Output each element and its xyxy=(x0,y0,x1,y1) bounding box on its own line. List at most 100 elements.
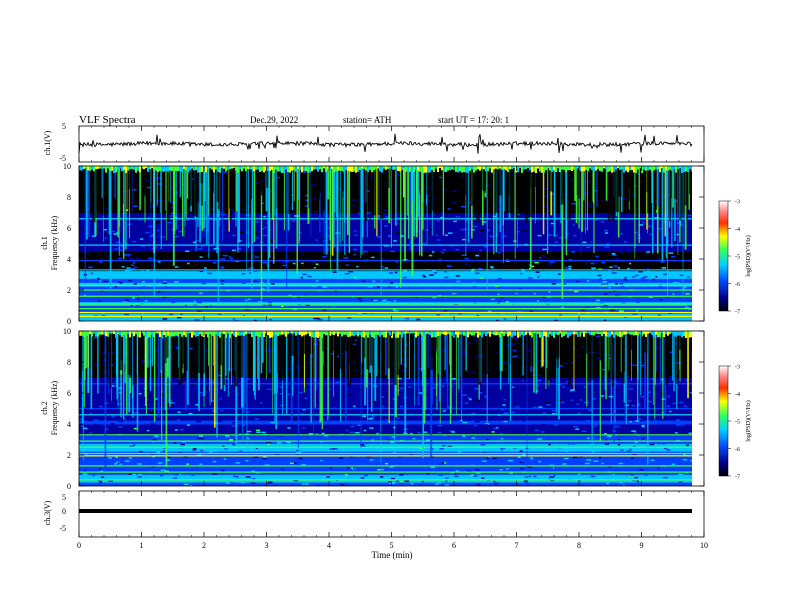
spec-speckle xyxy=(294,236,299,239)
spec-speckle xyxy=(496,229,500,231)
spec-speckle xyxy=(369,175,374,177)
spec-speckle xyxy=(471,229,475,231)
spec-top-fringe xyxy=(329,166,331,172)
spec-narrowband-line xyxy=(79,269,692,271)
spec-speckle xyxy=(537,276,540,278)
spec-speckle xyxy=(258,300,263,303)
spec-speckle xyxy=(260,288,265,290)
spec-speckle xyxy=(419,337,423,340)
spec-top-fringe xyxy=(445,331,447,336)
spec-top-fringe xyxy=(407,166,409,172)
spec-speckle xyxy=(457,312,463,315)
spec2-colorbar-ticks: -3-4-5-6-7 xyxy=(728,365,740,481)
spec-speckle xyxy=(293,380,298,382)
x-tick-label: 1 xyxy=(140,541,144,550)
spec-top-fringe xyxy=(399,331,401,335)
spec-speckle xyxy=(139,238,144,240)
spec-top-fringe xyxy=(317,166,319,172)
spec-speckle xyxy=(138,290,142,292)
spec-speckle xyxy=(478,419,484,421)
spec-speckle xyxy=(624,285,629,287)
spec-speckle xyxy=(371,439,374,441)
spec-speckle xyxy=(345,196,349,199)
spec-speckle xyxy=(139,219,142,221)
spec-speckle xyxy=(635,227,638,230)
spec-top-fringe xyxy=(293,166,295,171)
spec-top-fringe xyxy=(645,166,647,171)
spec-speckle xyxy=(173,444,176,446)
spec-dark-gap xyxy=(489,333,492,363)
spec-top-fringe xyxy=(183,166,185,169)
spec-speckle xyxy=(232,211,236,214)
spec-band xyxy=(79,404,692,409)
spec-speckle xyxy=(199,270,203,273)
spec-speckle xyxy=(676,334,679,337)
spec-speckle xyxy=(676,362,681,364)
spec-speckle xyxy=(603,432,607,435)
spec-sferic-streak xyxy=(82,331,84,461)
spec-speckle xyxy=(313,378,316,381)
spec-top-fringe xyxy=(253,331,255,334)
spec-speckle xyxy=(149,411,154,414)
spec-speckle xyxy=(327,227,330,230)
spec-speckle xyxy=(123,418,127,420)
spec-dark-gap xyxy=(600,333,603,361)
spec-speckle xyxy=(497,207,500,210)
spec-speckle xyxy=(614,184,617,186)
spec-speckle xyxy=(511,344,516,346)
spec-speckle xyxy=(422,485,425,486)
spec-speckle xyxy=(657,239,663,241)
spec-speckle xyxy=(612,254,617,256)
spec-speckle xyxy=(646,267,650,269)
spec-speckle xyxy=(399,474,404,476)
spec-speckle xyxy=(586,395,591,398)
spec-speckle xyxy=(654,217,660,219)
spec-speckle xyxy=(542,234,547,236)
spec-top-fringe xyxy=(679,331,681,336)
spec-speckle xyxy=(630,400,636,403)
spec-narrowband-line xyxy=(79,295,692,297)
spec-speckle xyxy=(603,293,608,295)
spec-speckle xyxy=(398,385,404,388)
spec-speckle xyxy=(684,306,690,309)
spec-speckle xyxy=(172,340,176,342)
spec-sferic-streak xyxy=(209,331,211,406)
spec-sferic-streak xyxy=(673,331,675,392)
spec-speckle xyxy=(662,443,665,445)
spec-speckle xyxy=(246,430,252,433)
spec-speckle xyxy=(137,476,142,478)
spec-speckle xyxy=(376,236,382,238)
spec-speckle xyxy=(578,291,582,293)
spec-dark-gap xyxy=(583,333,588,354)
spec-speckle xyxy=(513,337,518,340)
spec-dark-gap xyxy=(80,333,83,372)
spec-dark-gap xyxy=(529,332,534,367)
spec-speckle xyxy=(101,476,105,478)
spec-narrowband-line xyxy=(79,471,692,473)
spec-speckle xyxy=(410,482,414,485)
spec-sferic-streak xyxy=(231,331,232,385)
spec-speckle xyxy=(241,209,246,211)
spec-top-fringe xyxy=(279,331,281,335)
spec-speckle xyxy=(402,245,405,248)
spec-speckle xyxy=(681,424,684,426)
spec-speckle xyxy=(195,450,201,452)
spec-speckle xyxy=(307,438,311,441)
spec-speckle xyxy=(435,365,440,368)
spec-speckle xyxy=(126,273,130,276)
spec-speckle xyxy=(346,264,349,266)
spec-speckle xyxy=(203,231,208,233)
spec-speckle xyxy=(99,280,102,282)
spec-speckle xyxy=(604,443,610,445)
spec-top-fringe xyxy=(125,166,127,173)
spec-top-fringe xyxy=(187,331,189,334)
spec-speckle xyxy=(597,274,602,277)
spec-speckle xyxy=(459,211,464,213)
spec-speckle xyxy=(152,439,157,441)
spec-sferic-streak xyxy=(423,331,425,370)
spec-sferic-streak xyxy=(265,166,268,212)
spec-sferic-streak xyxy=(439,331,441,402)
spec-speckle xyxy=(263,338,268,341)
spec-sferic-streak xyxy=(672,166,674,208)
spec-sferic-streak xyxy=(84,166,86,283)
